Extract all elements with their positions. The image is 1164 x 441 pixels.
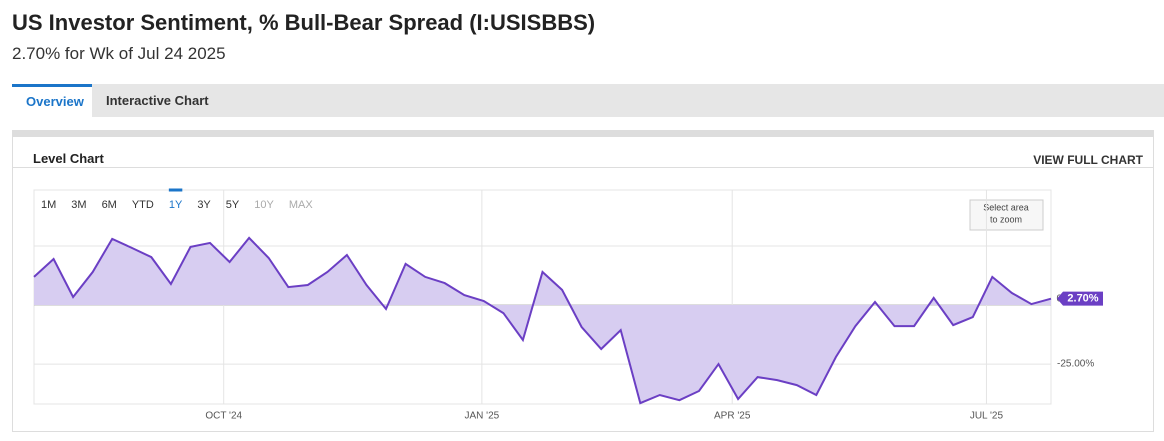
x-tick-label: JUL '25 <box>970 411 1004 422</box>
tab-bar: Overview Interactive Chart <box>12 84 1164 117</box>
value-badge <box>1057 291 1103 306</box>
page-title: US Investor Sentiment, % Bull-Bear Sprea… <box>12 10 596 35</box>
page-subtitle: 2.70% for Wk of Jul 24 2025 <box>12 44 226 63</box>
zoom-hint-box <box>969 199 1044 231</box>
tab[interactable]: Interactive Chart <box>106 93 209 108</box>
chart-panel: Level Chart VIEW FULL CHART <box>12 130 1154 432</box>
range-button[interactable]: 1M <box>41 199 56 211</box>
range-button[interactable]: 5Y <box>226 199 240 211</box>
tab[interactable]: Overview <box>12 84 92 117</box>
zoom-hint: to zoom <box>990 214 1022 224</box>
range-button[interactable]: 1Y <box>169 199 183 211</box>
y-tick-label: -25.00% <box>1057 359 1094 370</box>
range-button[interactable]: 3Y <box>197 199 211 211</box>
range-button: MAX <box>289 199 314 211</box>
area <box>34 237 1051 404</box>
x-tick-label: OCT '24 <box>205 411 242 422</box>
full-chart-link[interactable]: VIEW FULL CHART <box>1033 153 1143 167</box>
range-button: 10Y <box>254 199 274 211</box>
range-button[interactable]: 3M <box>71 199 86 211</box>
value-label: 2.70% <box>1067 293 1098 305</box>
x-tick-label: APR '25 <box>714 411 751 422</box>
range-button[interactable]: YTD <box>132 199 154 211</box>
x-tick-label: JAN '25 <box>465 411 500 422</box>
panel-title: Level Chart <box>33 151 104 166</box>
zoom-hint: Select area <box>983 202 1029 212</box>
line <box>33 236 1052 405</box>
range-button[interactable]: 6M <box>102 199 117 211</box>
divider <box>13 167 1153 168</box>
